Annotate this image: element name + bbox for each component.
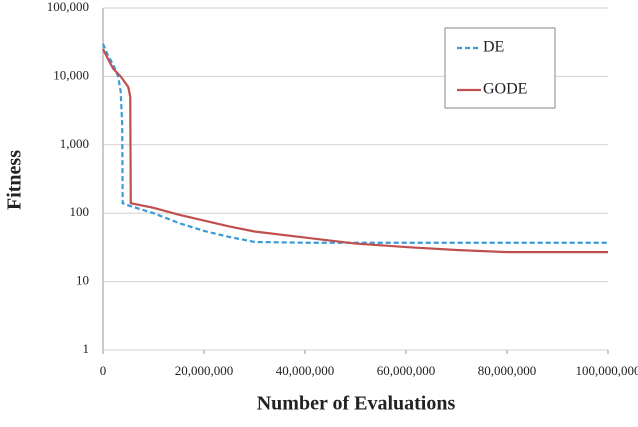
series-line [102,48,608,254]
y-axis-title: Fitness [4,150,26,210]
legend-text: DE [483,39,504,56]
x-tick-label: 0 [100,363,107,378]
y-tick-label: 10,000 [53,67,89,82]
x-tick-label: 60,000,000 [377,363,436,378]
y-tick-label: 100 [70,204,90,219]
series-line [101,43,608,244]
x-tick-label: 20,000,000 [175,363,234,378]
x-tick-label: 80,000,000 [478,363,537,378]
x-tick-label: 40,000,000 [276,363,335,378]
y-tick-label: 100,000 [47,0,89,14]
y-tick-label: 1 [83,341,90,356]
y-tick-label: 1,000 [60,136,89,151]
x-axis-title: Number of Evaluations [257,393,456,415]
y-tick-label: 10 [76,273,89,288]
legend-box [444,27,556,109]
x-tick-label: 100,000,000 [576,363,638,378]
legend-text: GODE [483,81,527,98]
